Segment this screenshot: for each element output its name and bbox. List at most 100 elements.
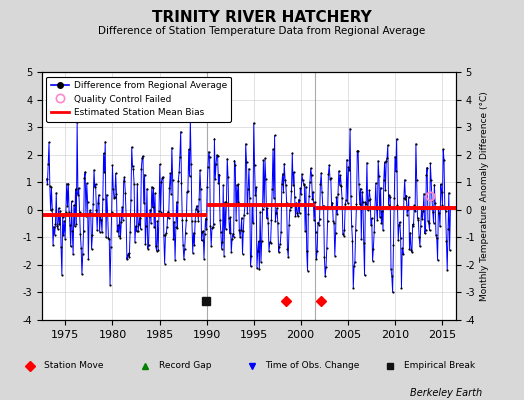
- Point: [240, 212, 248, 218]
- Point: [192, 202, 201, 209]
- Point: [289, 181, 297, 188]
- Point: [346, 126, 354, 132]
- Point: [254, 238, 263, 244]
- Point: [132, 223, 140, 229]
- Point: [77, 244, 85, 251]
- Point: [269, 146, 277, 152]
- Point: [278, 171, 287, 177]
- Point: [66, 222, 74, 228]
- Point: [246, 263, 255, 269]
- Point: [417, 222, 425, 229]
- Point: [90, 167, 98, 173]
- Point: [109, 186, 117, 192]
- Point: [301, 228, 309, 234]
- Point: [187, 160, 195, 167]
- Point: [214, 180, 223, 186]
- Point: [172, 199, 181, 205]
- Point: [391, 168, 400, 174]
- Point: [151, 190, 159, 196]
- Point: [157, 208, 165, 215]
- Point: [332, 194, 341, 201]
- Point: [203, 184, 211, 190]
- Point: [158, 175, 167, 182]
- Point: [200, 255, 208, 262]
- Point: [286, 206, 294, 213]
- Point: [196, 186, 205, 192]
- Point: [81, 169, 90, 175]
- Point: [278, 181, 286, 187]
- Point: [210, 136, 219, 142]
- Point: [422, 172, 431, 178]
- Point: [436, 181, 445, 187]
- Point: [344, 164, 353, 170]
- Point: [332, 230, 340, 236]
- Point: [125, 254, 134, 260]
- Point: [83, 198, 92, 205]
- Point: [234, 181, 243, 188]
- Point: [65, 209, 73, 215]
- Point: [114, 222, 122, 228]
- Point: [392, 136, 401, 142]
- Point: [237, 215, 246, 221]
- Point: [147, 220, 155, 226]
- Point: [178, 217, 187, 224]
- Point: [121, 174, 129, 180]
- Point: [91, 184, 99, 190]
- Point: [62, 208, 70, 215]
- Point: [183, 188, 191, 195]
- Point: [352, 226, 360, 233]
- Point: [68, 228, 77, 234]
- Point: [137, 166, 146, 172]
- Point: [373, 206, 381, 212]
- Point: [67, 243, 75, 250]
- Point: [362, 201, 370, 208]
- Point: [129, 166, 137, 172]
- Point: [242, 159, 250, 165]
- Point: [443, 267, 451, 273]
- Point: [230, 158, 238, 164]
- Point: [43, 181, 52, 187]
- Point: [121, 190, 129, 196]
- Point: [195, 196, 203, 202]
- Point: [359, 199, 367, 205]
- Point: [230, 233, 238, 240]
- Point: [249, 120, 258, 126]
- Point: [221, 199, 229, 205]
- Point: [181, 229, 190, 236]
- Point: [74, 185, 83, 191]
- Point: [418, 216, 427, 222]
- Point: [237, 226, 245, 233]
- Point: [60, 218, 69, 224]
- Point: [433, 235, 441, 242]
- Point: [349, 285, 357, 291]
- Point: [378, 208, 386, 214]
- Point: [194, 218, 203, 224]
- Point: [397, 234, 405, 241]
- Point: [128, 163, 137, 169]
- Point: [263, 215, 271, 221]
- Point: [179, 242, 187, 248]
- Point: [411, 208, 419, 214]
- Point: [296, 185, 304, 192]
- Point: [169, 236, 178, 242]
- Point: [402, 192, 410, 199]
- Point: [428, 196, 436, 203]
- Point: [173, 225, 182, 232]
- Point: [385, 202, 393, 208]
- Point: [150, 224, 158, 230]
- Point: [307, 165, 315, 172]
- Point: [124, 250, 133, 256]
- Point: [296, 210, 304, 216]
- Point: [397, 284, 406, 291]
- Point: [50, 232, 59, 238]
- Text: Record Gap: Record Gap: [159, 362, 212, 370]
- Point: [243, 210, 252, 217]
- Point: [361, 199, 369, 206]
- Point: [111, 194, 119, 200]
- Point: [264, 220, 272, 226]
- Point: [146, 207, 155, 213]
- Point: [239, 228, 247, 234]
- Point: [94, 200, 102, 206]
- Point: [334, 190, 342, 197]
- Point: [398, 245, 407, 252]
